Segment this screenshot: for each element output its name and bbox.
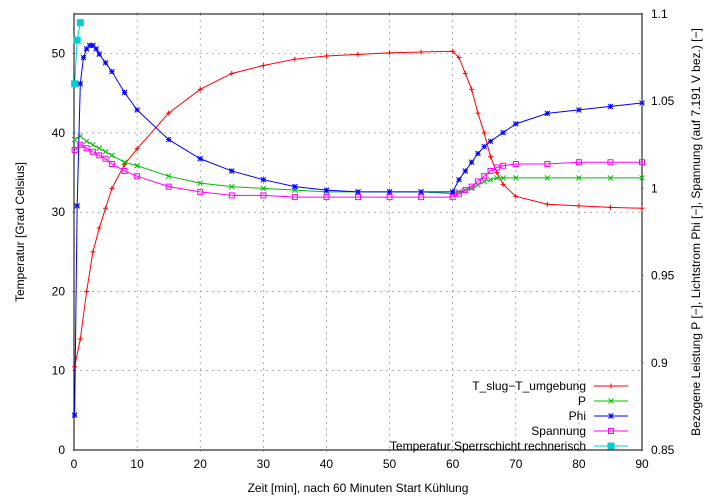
svg-text:0.95: 0.95 [651,269,675,283]
svg-text:30: 30 [52,205,66,219]
svg-text:P: P [578,394,586,408]
svg-text:T_slug−T_umgebung: T_slug−T_umgebung [472,379,586,393]
svg-text:60: 60 [446,457,460,471]
svg-text:80: 80 [572,457,586,471]
line-chart: 0 10 20 30 40 50 60 70 80 90 0 10 20 30 40 50 0.85 0.9 0.9… [0,0,713,500]
svg-text:90: 90 [635,457,649,471]
svg-text:1.1: 1.1 [651,7,668,21]
series-t_slug [72,49,644,370]
svg-text:40: 40 [320,457,334,471]
svg-text:10: 10 [130,457,144,471]
svg-text:1.05: 1.05 [651,94,675,108]
svg-text:1: 1 [651,181,658,195]
svg-text:70: 70 [509,457,523,471]
svg-text:0: 0 [58,443,65,457]
svg-text:Phi: Phi [569,409,586,423]
svg-text:20: 20 [194,457,208,471]
svg-text:0: 0 [71,457,78,471]
svg-text:0.9: 0.9 [651,356,668,370]
svg-text:Temperatur [Grad Celsius]: Temperatur [Grad Celsius] [13,162,27,302]
series-phi [72,43,644,418]
svg-text:50: 50 [52,47,66,61]
svg-text:Spannung: Spannung [531,424,586,438]
svg-text:Bezogene Leistung P [−], Licht: Bezogene Leistung P [−], Lichtstrom Phi … [689,28,703,436]
svg-text:10: 10 [52,364,66,378]
svg-text:40: 40 [52,126,66,140]
svg-text:Temperatur Sperrschicht rechne: Temperatur Sperrschicht rechnerisch [390,439,586,453]
legend [594,384,628,450]
chart-svg: 0 10 20 30 40 50 60 70 80 90 0 10 20 30 40 50 0.85 0.9 0.9… [0,0,713,500]
svg-text:30: 30 [257,457,271,471]
series-p [72,134,644,197]
svg-text:50: 50 [383,457,397,471]
svg-text:20: 20 [52,284,66,298]
svg-text:Zeit [min], nach 60 Minuten St: Zeit [min], nach 60 Minuten Start Kühlun… [248,481,469,495]
svg-text:0.85: 0.85 [651,443,675,457]
